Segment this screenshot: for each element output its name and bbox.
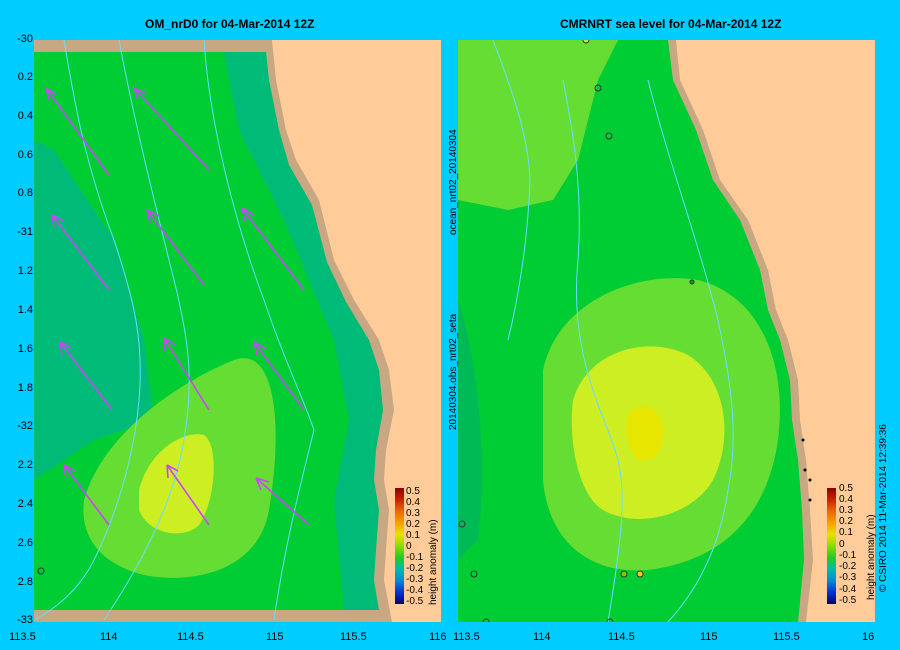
y-axis-label: -33 <box>17 614 33 626</box>
arrow-3 <box>51 214 110 291</box>
x-axis-label: 115 <box>266 631 284 643</box>
arrow-7 <box>163 337 210 411</box>
left-map-svg <box>34 40 441 622</box>
colorbar-label: height anomaly (m) <box>428 519 439 605</box>
y-axis-label: -30 <box>17 33 33 45</box>
colorbar-left <box>395 488 404 604</box>
y-axis-label: 0.8 <box>17 187 33 199</box>
arrow-10 <box>166 464 210 526</box>
colorbar-tick: 0 <box>406 541 412 552</box>
y-axis-label: 2.6 <box>17 537 33 549</box>
bathymetry-contour-3 <box>203 40 315 621</box>
colorbar-tick: 0.1 <box>406 530 420 541</box>
colorbar-tick: -0.3 <box>839 572 857 583</box>
arrow-6 <box>59 341 113 411</box>
x-axis-label: 116 <box>429 631 447 643</box>
right-panel-title: CMRNRT sea level for 04-Mar-2014 12Z <box>560 17 782 31</box>
arrow-2 <box>133 87 210 171</box>
observation-markers <box>458 40 695 622</box>
colorbar-tick: 0.5 <box>839 483 853 494</box>
y-axis-label: 1.6 <box>17 343 33 355</box>
colorbar-tick: 0.4 <box>839 494 853 505</box>
left-panel-title: OM_nrD0 for 04-Mar-2014 12Z <box>145 17 315 31</box>
x-axis-label: 114.5 <box>608 631 635 643</box>
y-axis-label: -31 <box>17 226 33 238</box>
y-axis-label: 1.4 <box>17 304 33 316</box>
colorbar-tick: -0.2 <box>406 563 424 574</box>
colorbar-tick: 0.3 <box>839 505 853 516</box>
x-axis-label: 113.5 <box>9 631 36 643</box>
left-map-panel <box>34 40 441 622</box>
arrow-9 <box>63 464 110 526</box>
arrow-8 <box>253 341 305 411</box>
colorbar-tick: -0.4 <box>839 584 857 595</box>
x-axis-label: 115.5 <box>773 631 800 643</box>
colorbar-label: height anomaly (m) <box>866 514 877 600</box>
bathymetry-contour-1 <box>492 40 531 341</box>
x-axis-label: 115 <box>700 631 718 643</box>
anomaly-peak-region <box>139 434 214 534</box>
colorbar-tick: 0.1 <box>839 527 853 538</box>
current-arrows <box>45 87 310 526</box>
observation-file-label: 20140304.obs_nrt02_seta <box>448 313 459 430</box>
colorbar-tick: -0.1 <box>406 552 424 563</box>
arrow-5 <box>241 207 305 291</box>
bathymetry-contour-2 <box>562 79 623 622</box>
x-axis-label: 115.5 <box>340 631 367 643</box>
arrow-11 <box>255 477 310 526</box>
bathymetry-contour-2 <box>103 40 190 621</box>
model-run-label: ocean_nrt02_20140304 <box>448 129 459 235</box>
colorbar-tick: 0.3 <box>406 508 420 519</box>
y-axis-label: 2.2 <box>17 459 33 471</box>
right-map-panel <box>458 40 875 622</box>
colorbar-tick: 0.2 <box>839 516 853 527</box>
y-axis-label: 2.4 <box>17 498 33 510</box>
colorbar-tick: -0.1 <box>839 550 857 561</box>
credit-text: © CSIRO 2014 11-Mar-2014 12:39:36 <box>878 424 889 592</box>
right-map-svg <box>458 40 875 622</box>
y-axis-label: 2.8 <box>17 576 33 588</box>
colorbar-tick: -0.5 <box>839 595 857 606</box>
observation-marker <box>37 567 45 575</box>
colorbar-tick: 0.4 <box>406 497 420 508</box>
colorbar-tick: 0.2 <box>406 519 420 530</box>
y-axis-label: -32 <box>17 420 33 432</box>
colorbar-tick: -0.4 <box>406 585 424 596</box>
y-axis-label: 1.8 <box>17 382 33 394</box>
coastal-markers <box>801 438 812 502</box>
colorbar-right <box>827 488 836 604</box>
y-axis-label: 0.6 <box>17 149 33 161</box>
bathymetry-contour-3 <box>647 79 734 622</box>
sea-light-green-region-north <box>458 40 618 210</box>
colorbar-tick: 0.5 <box>406 486 420 497</box>
y-axis-label: 1.2 <box>17 265 33 277</box>
sea-darker-band <box>458 300 482 560</box>
arrow-4 <box>146 209 205 286</box>
colorbar-tick: -0.5 <box>406 596 424 607</box>
bathymetry-contour-1 <box>34 40 141 621</box>
colorbar-tick: -0.3 <box>406 574 424 585</box>
x-axis-label: 114.5 <box>177 631 204 643</box>
colorbar-tick: -0.2 <box>839 561 857 572</box>
x-axis-label: 114 <box>533 631 551 643</box>
y-axis-label: 0.4 <box>17 110 33 122</box>
anomaly-core-region <box>626 406 664 461</box>
arrow-1 <box>45 87 110 176</box>
y-axis-label: 0.2 <box>17 71 33 83</box>
colorbar-tick: 0 <box>839 539 845 550</box>
x-axis-label: 16 <box>862 631 875 643</box>
x-axis-label: 113.5 <box>453 631 480 643</box>
x-axis-label: 114 <box>100 631 118 643</box>
